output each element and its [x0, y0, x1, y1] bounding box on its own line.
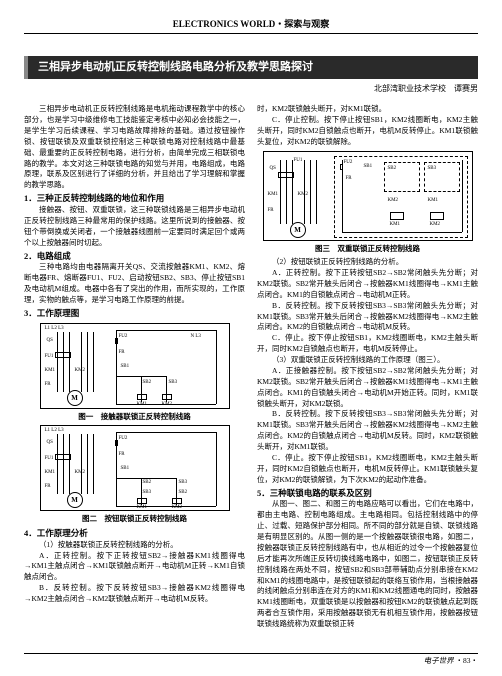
label-km1-3: KM1 [268, 192, 279, 197]
page-header: ELECTRONICS WORLD・探索与观察 [24, 18, 478, 34]
section-1-title: 1．三种正反转控制线路的地位和作用 [24, 193, 245, 205]
footer-page: ・83・ [456, 656, 479, 665]
right-column: 时，KM2联锁触头断开，对KM1联锁。 C．停止控制。按下停止按钮SB1，KM2… [257, 104, 478, 630]
footer-journal: 电子世界 [424, 656, 454, 665]
label-fr-3: FR [268, 208, 274, 213]
section-4-title: 4．工作原理分析 [24, 528, 245, 540]
s4-c-cont: 时，KM2联锁触头断开，对KM1联锁。 [257, 104, 478, 115]
label-km2-coil3: KM2 [430, 222, 441, 227]
label-qs-3: QS [270, 166, 276, 171]
section-2-body: 三种电路均由电器隔离开关QS、交流按触器KM1、KM2、熔断电器FR、熔断器FU… [24, 262, 245, 306]
label-qs: QS [47, 338, 53, 343]
figure-2: L1 L2 L3 QS FU1 KM1 KM2 FR M FU2 FR SB1 … [40, 425, 230, 511]
label-sb2-nc: SB2 [179, 490, 188, 495]
label-km1-nc3: KM1 [428, 198, 439, 203]
left-column: 三相异步电动机正反转控制线路是电机拖动课程教学中的核心部分，也是学习中级维修电工… [24, 104, 245, 630]
figure-2-caption: 图二 按钮联锁正反转控制线路 [24, 514, 245, 525]
label-fr-r: FR [119, 350, 125, 355]
label-km1-coil3: KM1 [390, 222, 401, 227]
label-sb1-2: SB1 [121, 466, 130, 471]
label-fu2-2: FU2 [119, 436, 128, 441]
figure-3-caption: 图三 双重联锁正反转控制线路 [257, 244, 478, 255]
s4-1-c: C．停止控制。按下停止按钮SB1，KM2线圈断电，KM2主触头断开，同时KM2自… [257, 115, 478, 148]
label-fr: FR [45, 382, 51, 387]
label-l1l2l3-2: L1 L2 L3 [45, 428, 64, 433]
label-fr-r3: FR [346, 176, 352, 181]
label-fr-2: FR [45, 484, 51, 489]
motor-icon: M [67, 390, 83, 406]
s4-1-head: （1）按触器联锁正反转控制线路的分析。 [24, 540, 245, 551]
s4-3-head: （3）双重联锁正反转控制线路的工作原理（图三）。 [257, 355, 478, 366]
label-sb3-3: SB3 [428, 166, 437, 171]
label-l1l2l3: L1 L2 L3 [45, 326, 64, 331]
s4-1-b: B．反转控制。按下反转按钮SB3→接触器KM2线圈得电→KM2主触点闭合→KM2… [24, 583, 245, 605]
section-5-body: 从图一、图二、和图三的电路应略可以看出，它们在电路中，都由主电路、控制电路组成。… [257, 499, 478, 630]
label-sb3-nc: SB3 [143, 490, 152, 495]
label-fu2: FU2 [119, 334, 128, 339]
label-nl3: N L3 [191, 334, 201, 339]
s4-3-c: C．停止。按下停止按钮SB1，KM2线圈断电，KM2主触头断开，同时KM2自锁触… [257, 453, 478, 486]
intro-paragraph: 三相异步电动机正反转控制线路是电机拖动课程教学中的核心部分，也是学习中级维修电工… [24, 104, 245, 191]
s4-1-a: A．正转控制。按下正转按钮SB2→接触器KM1线圈得电→KM1主触点闭合→KM1… [24, 551, 245, 584]
label-sb1-3: SB1 [364, 164, 373, 169]
label-sb2-3: SB2 [388, 166, 397, 171]
label-sb3: SB3 [169, 380, 178, 385]
section-1-body: 接触器、按钮、双重联锁，这三种联锁线路是三相异步电动机正反转控制线路三种最常用的… [24, 205, 245, 249]
label-km2-nc3: KM2 [388, 198, 399, 203]
label-sb1: SB1 [121, 364, 130, 369]
label-fu1-2: FU1 [45, 456, 54, 461]
label-km1-2: KM1 [45, 470, 56, 475]
label-fr-r2: FR [119, 452, 125, 457]
section-5-title: 5．三种联锁电路的联系及区别 [257, 488, 478, 500]
byline: 北部湾职业技术学校 谭赛男 [24, 83, 478, 94]
label-fu1-3: FU1 [294, 158, 303, 163]
s4-2-b: B．反转控制。按下反转按钮SB3→SB3常闭触头先分断；对KM1联锁。SB3常开… [257, 301, 478, 334]
label-sb2: SB2 [143, 380, 152, 385]
s4-2-a: A．正转控制。按下正转按钮SB2→SB2常闭触头先分断；对KM2联锁。SB2常开… [257, 268, 478, 301]
page-footer: 电子世界 ・83・ [24, 653, 478, 667]
article-title: 三相异步电动机正反转控制线路电路分析及教学思路探讨 [24, 56, 478, 79]
motor-icon-2: M [67, 492, 83, 508]
label-fu1: FU1 [45, 354, 54, 359]
section-2-title: 2．电路组成 [24, 251, 245, 263]
s4-2-c: C．停止。按下停止按钮SB1，KM2线圈断电，KM2主触头断开，同时KM2自锁触… [257, 333, 478, 355]
figure-1-caption: 图一 接触器联锁正反转控制线路 [24, 412, 245, 423]
figure-1: L1 L2 L3 QS FU1 KM1 KM2 FR M FU2 FR SB1 … [40, 323, 230, 409]
motor-icon-3: M [290, 222, 306, 238]
label-km1: KM1 [45, 368, 56, 373]
s4-2-head: （2）按钮联锁正反转控制线路的分析。 [257, 257, 478, 268]
label-qs-2: QS [47, 440, 53, 445]
figure-3: QS FU1 KM1 KM2 FR M FU2 FR SB1 SB2 [263, 151, 473, 241]
section-3-title: 3．工作原理图 [24, 308, 245, 320]
s4-3-b: B．反转控制。按下反转按钮SB3→SB3常闭触头先分断；对KM1联锁。SB3常开… [257, 409, 478, 453]
label-sb3-2: SB3 [179, 480, 188, 485]
label-fu2-3: FU2 [344, 160, 353, 165]
two-column-body: 三相异步电动机正反转控制线路是电机拖动课程教学中的核心部分，也是学习中级维修电工… [24, 104, 478, 630]
s4-3-a: A．正接触器控制。按下按钮SB2→SB2常闭触头先分断；对KM2联锁。SB2常开… [257, 366, 478, 410]
label-sb2-2: SB2 [143, 480, 152, 485]
